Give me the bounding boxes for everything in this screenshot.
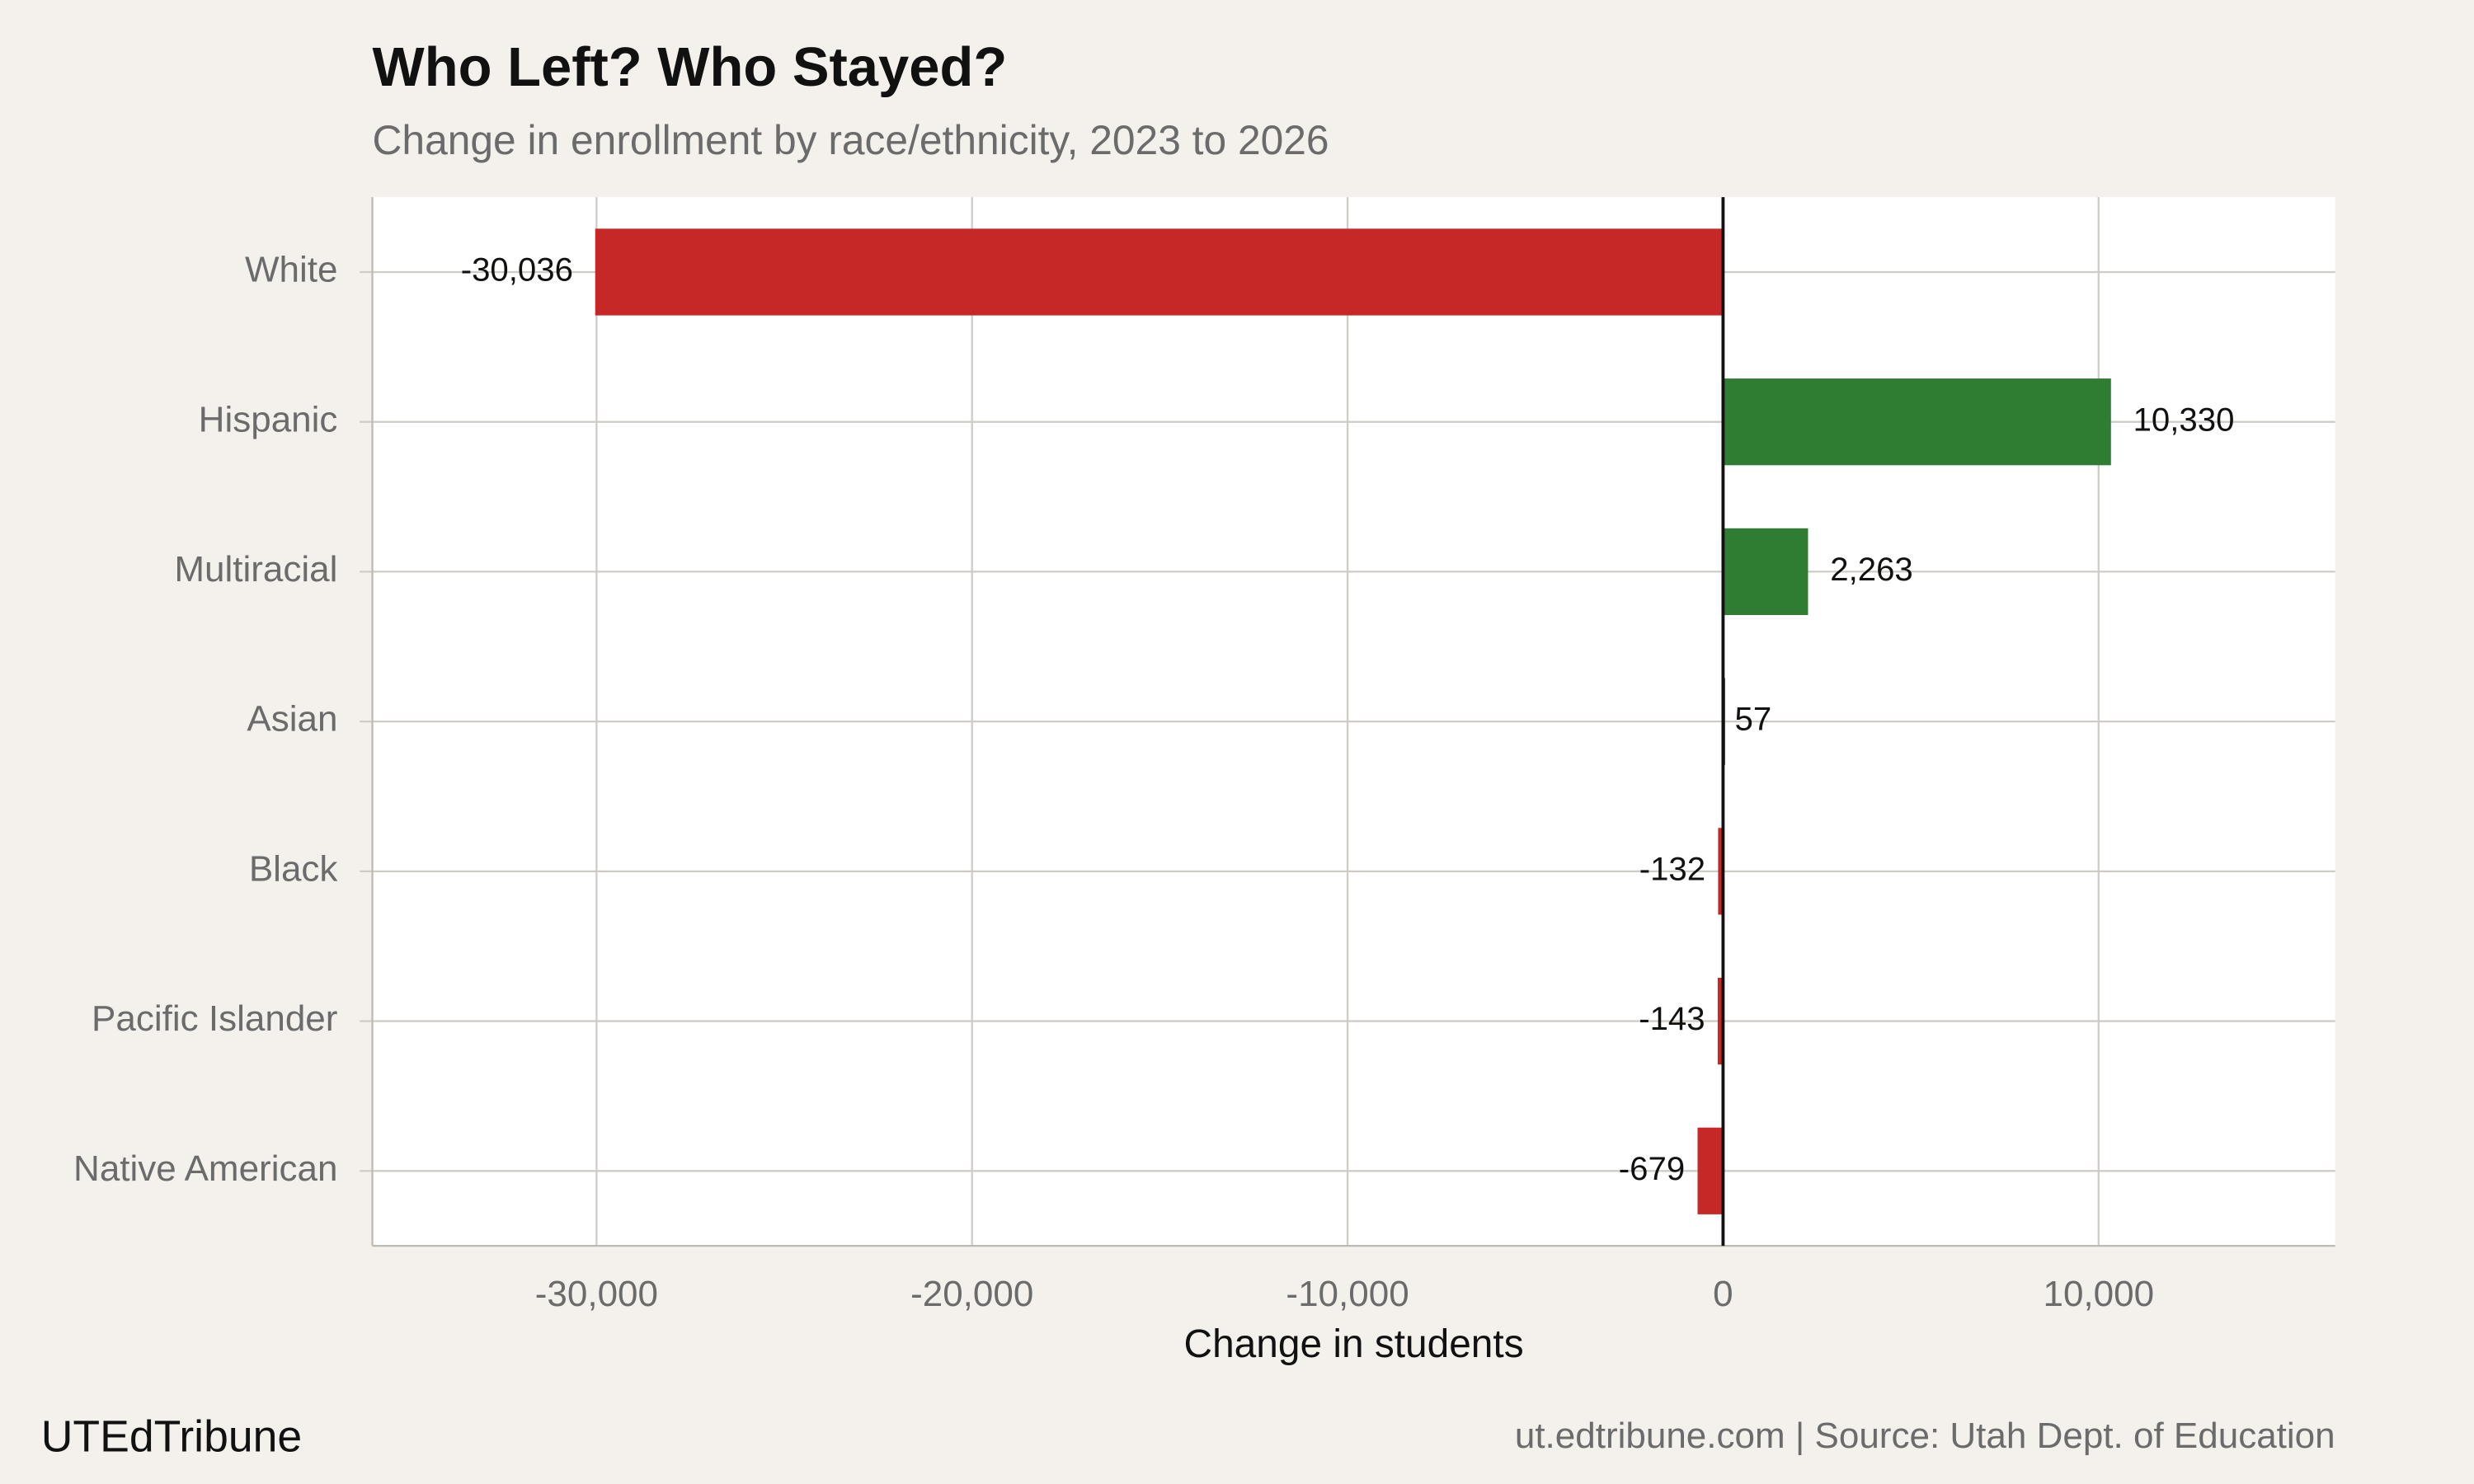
x-axis-title: Change in students bbox=[1184, 1322, 1524, 1366]
x-tick-label: 10,000 bbox=[2043, 1274, 2154, 1314]
x-tick-label: -10,000 bbox=[1286, 1274, 1409, 1314]
value-label: -143 bbox=[1639, 1000, 1705, 1037]
value-label: -132 bbox=[1639, 850, 1705, 887]
x-tick-label: 0 bbox=[1713, 1274, 1733, 1314]
y-tick-label: Asian bbox=[247, 699, 337, 740]
y-tick-label: White bbox=[245, 250, 337, 290]
y-tick-label: Black bbox=[249, 848, 339, 889]
bar bbox=[1718, 828, 1724, 915]
brand: UTEdTribune bbox=[41, 1413, 302, 1462]
y-tick-label: Hispanic bbox=[199, 399, 338, 439]
bar bbox=[1723, 378, 2111, 466]
value-label: 57 bbox=[1734, 701, 1771, 738]
value-label: -679 bbox=[1619, 1150, 1685, 1187]
y-tick-label: Pacific Islander bbox=[92, 998, 337, 1039]
y-tick-label: Native American bbox=[73, 1148, 337, 1189]
bar bbox=[595, 228, 1724, 316]
bar bbox=[1697, 1127, 1724, 1214]
bar bbox=[1717, 977, 1724, 1065]
y-tick-label: Multiracial bbox=[174, 549, 337, 589]
value-label: -30,036 bbox=[461, 251, 573, 289]
bar bbox=[1723, 528, 1808, 616]
x-tick-label: -30,000 bbox=[535, 1274, 658, 1314]
value-label: 10,330 bbox=[2133, 401, 2235, 438]
chart-subtitle: Change in enrollment by race/ethnicity, … bbox=[373, 117, 1329, 163]
x-tick-label: -20,000 bbox=[910, 1274, 1033, 1314]
value-label: 2,263 bbox=[1830, 551, 1913, 588]
chart-title: Who Left? Who Stayed? bbox=[373, 36, 1008, 98]
caption: ut.edtribune.com | Source: Utah Dept. of… bbox=[1515, 1416, 2335, 1456]
